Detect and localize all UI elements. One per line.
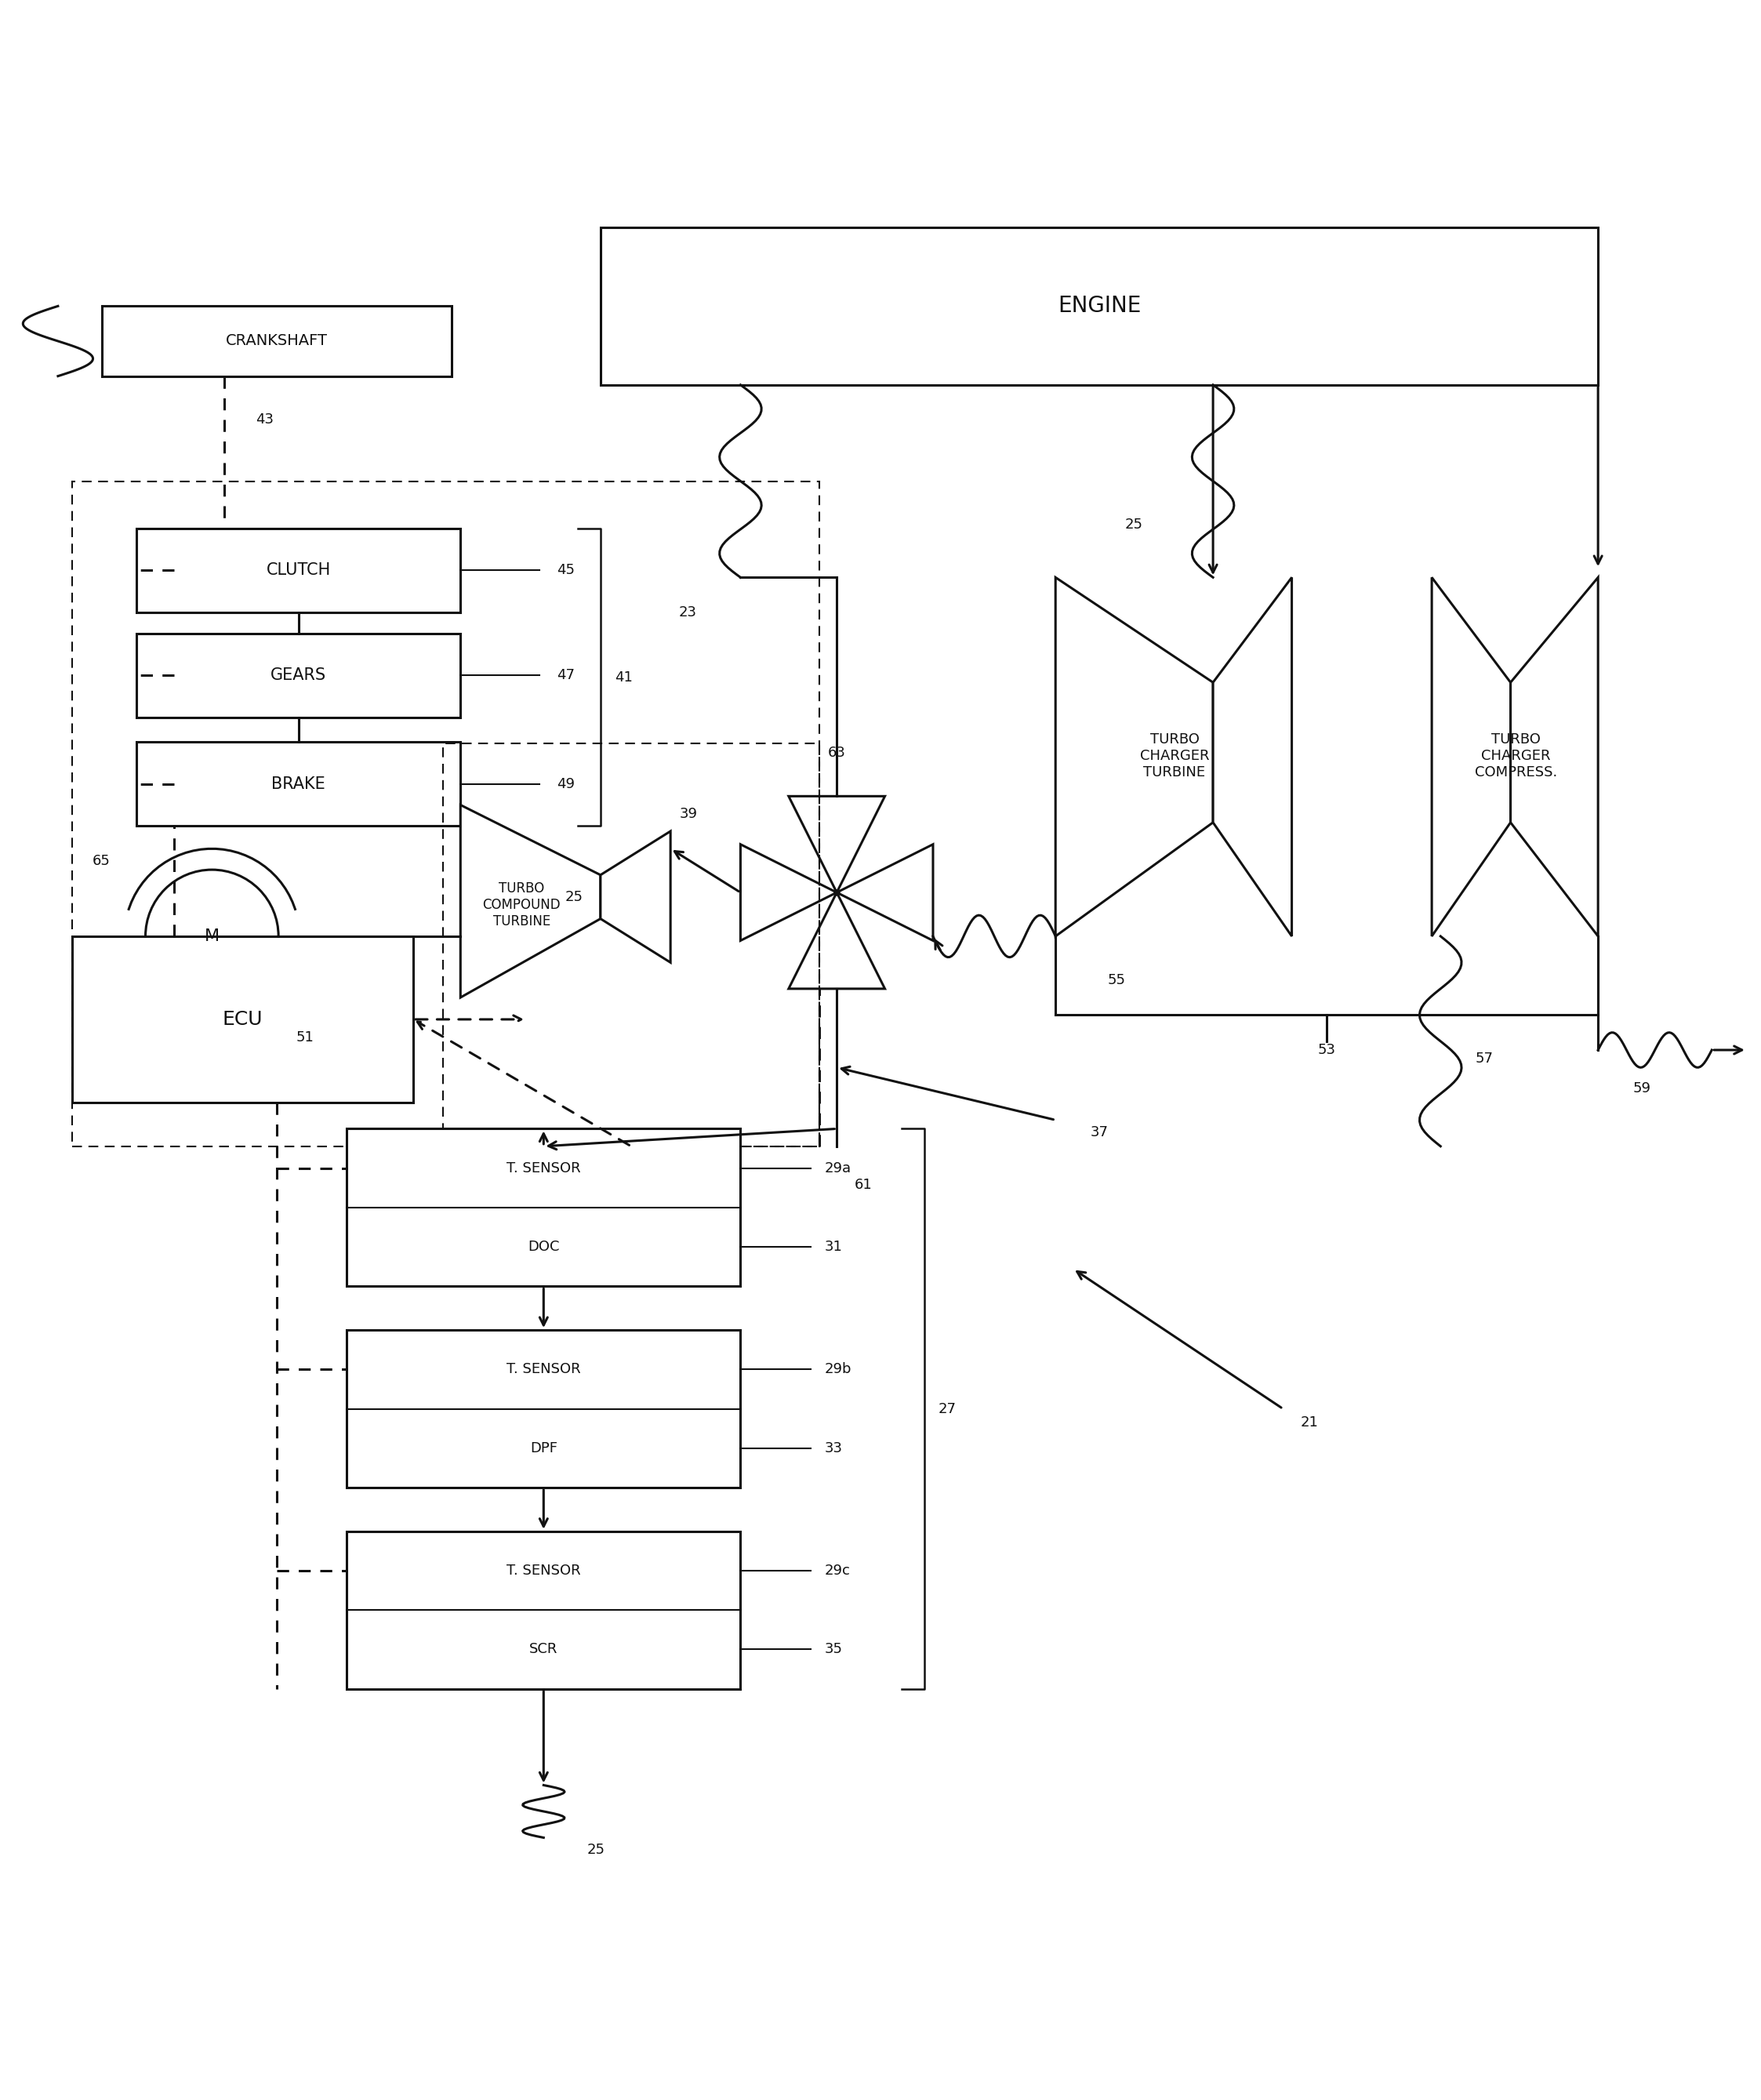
Bar bbox=[72, 481, 819, 1147]
Polygon shape bbox=[789, 796, 884, 892]
Bar bbox=[347, 1329, 740, 1487]
Text: 25: 25 bbox=[565, 890, 583, 903]
Text: 59: 59 bbox=[1632, 1082, 1652, 1096]
Text: DPF: DPF bbox=[530, 1441, 556, 1455]
Bar bbox=[137, 529, 460, 613]
Text: 61: 61 bbox=[854, 1178, 872, 1193]
Bar bbox=[102, 307, 453, 376]
Bar bbox=[601, 227, 1597, 384]
Text: 29c: 29c bbox=[824, 1564, 851, 1577]
Text: GEARS: GEARS bbox=[271, 668, 326, 682]
Text: 35: 35 bbox=[824, 1642, 842, 1657]
Bar bbox=[347, 1531, 740, 1688]
Text: 21: 21 bbox=[1301, 1415, 1319, 1430]
Polygon shape bbox=[1511, 578, 1597, 937]
Bar bbox=[444, 743, 819, 1147]
Bar bbox=[137, 634, 460, 718]
Text: 51: 51 bbox=[296, 1031, 313, 1046]
Polygon shape bbox=[601, 832, 671, 962]
Text: 45: 45 bbox=[556, 563, 574, 578]
Text: CLUTCH: CLUTCH bbox=[266, 563, 331, 578]
Text: 29b: 29b bbox=[824, 1363, 852, 1376]
Text: T. SENSOR: T. SENSOR bbox=[507, 1564, 581, 1577]
Polygon shape bbox=[460, 804, 601, 998]
Circle shape bbox=[146, 869, 278, 1002]
Text: 63: 63 bbox=[828, 746, 845, 760]
Polygon shape bbox=[789, 892, 884, 989]
Text: 43: 43 bbox=[255, 414, 273, 426]
Text: 41: 41 bbox=[615, 670, 632, 685]
Text: 65: 65 bbox=[93, 855, 111, 867]
Text: ENGINE: ENGINE bbox=[1058, 296, 1141, 317]
Text: BRAKE: BRAKE bbox=[271, 777, 326, 792]
Text: T. SENSOR: T. SENSOR bbox=[507, 1161, 581, 1176]
Text: 31: 31 bbox=[824, 1239, 842, 1254]
Text: SCR: SCR bbox=[530, 1642, 558, 1657]
Text: 53: 53 bbox=[1317, 1044, 1337, 1056]
Text: DOC: DOC bbox=[528, 1239, 560, 1254]
Text: 49: 49 bbox=[556, 777, 574, 792]
Text: 55: 55 bbox=[1108, 972, 1125, 987]
Text: TURBO
COMPOUND
TURBINE: TURBO COMPOUND TURBINE bbox=[483, 882, 560, 928]
Text: 27: 27 bbox=[939, 1403, 956, 1415]
Text: T. SENSOR: T. SENSOR bbox=[507, 1363, 581, 1376]
Polygon shape bbox=[836, 844, 933, 941]
Polygon shape bbox=[1055, 578, 1213, 937]
Text: TURBO
CHARGER
TURBINE: TURBO CHARGER TURBINE bbox=[1139, 733, 1210, 779]
Text: 25: 25 bbox=[1125, 519, 1143, 531]
Text: 29a: 29a bbox=[824, 1161, 851, 1176]
Text: M: M bbox=[204, 928, 220, 945]
Text: 25: 25 bbox=[588, 1844, 606, 1856]
Text: 23: 23 bbox=[678, 605, 697, 619]
Polygon shape bbox=[740, 844, 836, 941]
Text: 37: 37 bbox=[1090, 1126, 1108, 1140]
Text: 33: 33 bbox=[824, 1441, 842, 1455]
Text: ECU: ECU bbox=[222, 1010, 262, 1029]
Text: CRANKSHAFT: CRANKSHAFT bbox=[225, 334, 328, 349]
Text: 47: 47 bbox=[556, 668, 574, 682]
Bar bbox=[72, 937, 414, 1102]
Bar bbox=[137, 741, 460, 825]
Text: 39: 39 bbox=[680, 806, 697, 821]
Polygon shape bbox=[1213, 578, 1293, 937]
Bar bbox=[347, 1130, 740, 1287]
Text: TURBO
CHARGER
COMPRESS.: TURBO CHARGER COMPRESS. bbox=[1474, 733, 1557, 779]
Text: 57: 57 bbox=[1476, 1052, 1493, 1067]
Polygon shape bbox=[1432, 578, 1511, 937]
